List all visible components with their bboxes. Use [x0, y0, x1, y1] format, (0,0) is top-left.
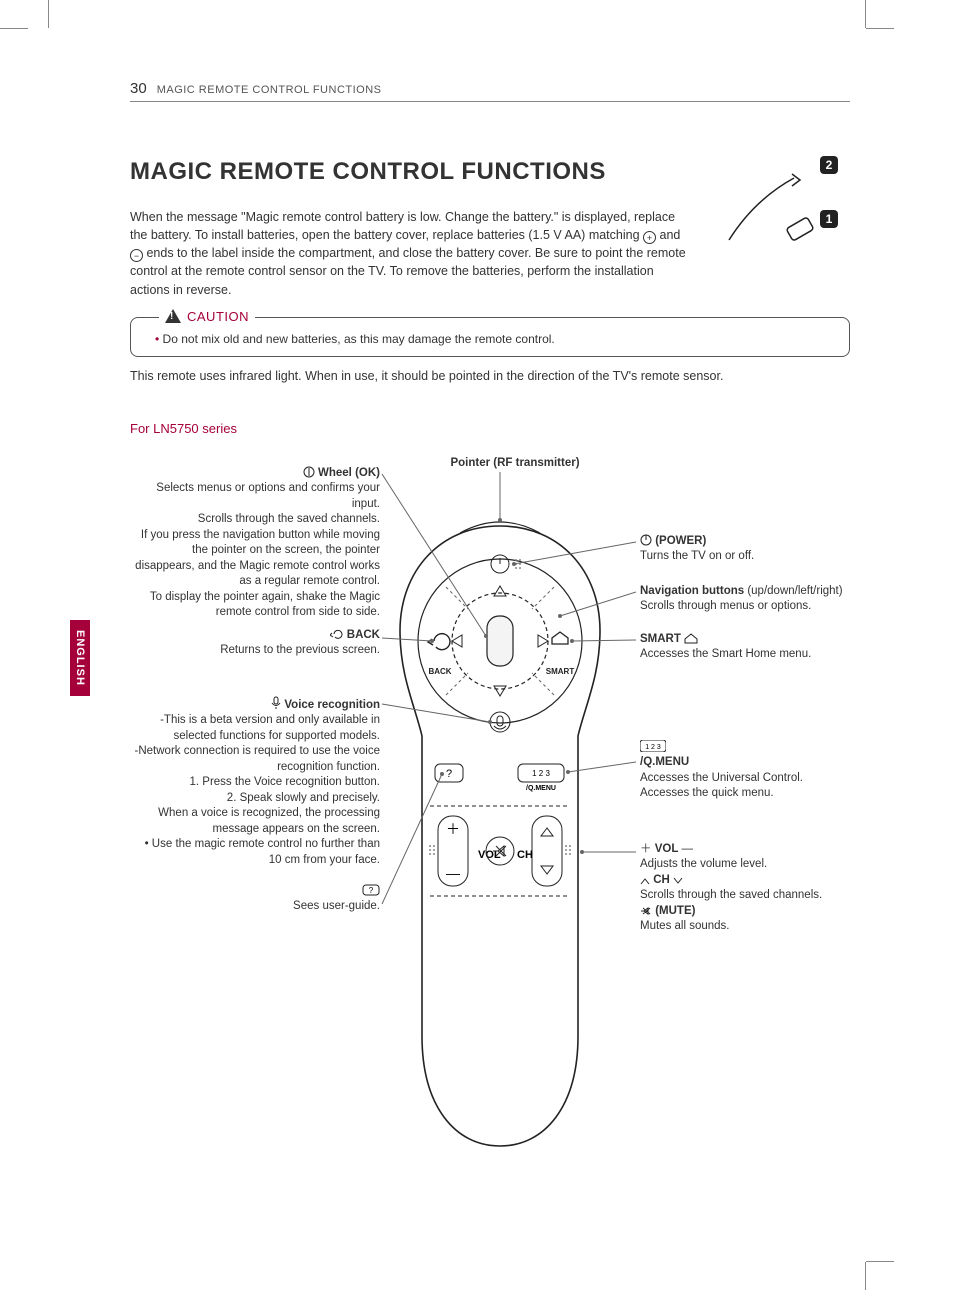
wheel-icon [303, 466, 315, 478]
help-icon: ? [362, 884, 380, 896]
svg-text:1 2 3: 1 2 3 [532, 769, 550, 778]
intro-text: and [656, 228, 680, 242]
intro-text: When the message "Magic remote control b… [130, 210, 675, 242]
callout-pointer: Pointer (RF transmitter) [430, 456, 600, 472]
caution-item: Do not mix old and new batteries, as thi… [155, 332, 835, 346]
intro-text: ends to the label inside the compartment… [130, 246, 686, 296]
callout-body: Returns to the previous screen. [220, 644, 380, 656]
callout-body: -This is a beta version and only availab… [135, 714, 380, 866]
mute-icon [640, 906, 652, 916]
svg-text:CH: CH [517, 849, 533, 861]
svg-text:?: ? [369, 886, 374, 895]
minus-icon: − [130, 249, 143, 262]
page-title: MAGIC REMOTE CONTROL FUNCTIONS [130, 158, 850, 186]
caution-box: CAUTION Do not mix old and new batteries… [130, 317, 850, 357]
num123-icon: 1 2 3 [640, 740, 666, 752]
crop-tick [48, 0, 49, 28]
svg-text:SMART: SMART [546, 667, 575, 676]
warning-triangle-icon [165, 309, 181, 323]
crop-tick [866, 28, 894, 29]
caution-label: CAUTION [187, 309, 249, 324]
callout-body: Accesses the Universal Control. Accesses… [640, 772, 803, 800]
crop-tick [866, 1261, 894, 1262]
callout-title: (POWER) [655, 535, 706, 547]
callout-body: Adjusts the volume level. [640, 858, 767, 870]
crop-tick [865, 0, 866, 28]
remote-outline: BACK SMART ? 1 2 3 /Q.MENU ＋ — VOL CH [390, 476, 610, 1156]
callout-back: BACK Returns to the previous screen. [130, 628, 380, 659]
callout-title: /Q.MENU [640, 756, 689, 768]
header-label: MAGIC REMOTE CONTROL FUNCTIONS [157, 84, 382, 96]
page-number: 30 [130, 80, 147, 97]
svg-text:1 2 3: 1 2 3 [645, 744, 661, 751]
callout-voice: Voice recognition -This is a beta versio… [130, 696, 380, 869]
mic-icon [271, 696, 281, 710]
callout-title: Navigation buttons [640, 585, 744, 597]
callout-volch: ＋ VOL — Adjusts the volume level. CH Scr… [640, 842, 860, 935]
callout-mute-title: (MUTE) [655, 905, 695, 917]
svg-text:?: ? [446, 768, 452, 780]
home-icon [684, 632, 698, 644]
series-label: For LN5750 series [130, 421, 850, 436]
callout-title: BACK [347, 629, 380, 641]
crop-tick [0, 28, 28, 29]
callout-title: Pointer (RF transmitter) [450, 457, 579, 469]
callout-body: Scrolls through menus or options. [640, 600, 811, 612]
intro-paragraph: When the message "Magic remote control b… [130, 208, 690, 299]
chevron-down-icon [673, 877, 683, 885]
callout-title: SMART [640, 633, 681, 645]
plus-icon: + [643, 231, 656, 244]
callout-vol-title: VOL [655, 843, 679, 855]
callout-body: Scrolls through the saved channels. [640, 889, 822, 901]
crop-tick [865, 1262, 866, 1290]
callout-body: Sees user-guide. [293, 900, 380, 912]
callout-title: Voice recognition [284, 699, 380, 711]
callout-body: Accesses the Smart Home menu. [640, 648, 811, 660]
page-content: 30 MAGIC REMOTE CONTROL FUNCTIONS MAGIC … [130, 80, 850, 1196]
callout-body: Mutes all sounds. [640, 920, 730, 932]
svg-text:—: — [446, 865, 460, 881]
callout-title: Wheel (OK) [318, 467, 380, 479]
remote-diagram: BACK SMART ? 1 2 3 /Q.MENU ＋ — VOL CH [130, 456, 850, 1196]
power-icon [640, 534, 652, 546]
caution-legend: CAUTION [159, 309, 255, 324]
callout-wheel: Wheel (OK) Selects menus or options and … [130, 466, 380, 621]
callout-smart: SMART Accesses the Smart Home menu. [640, 632, 860, 663]
svg-text:/Q.MENU: /Q.MENU [526, 785, 556, 792]
running-header: 30 MAGIC REMOTE CONTROL FUNCTIONS [130, 80, 850, 102]
infrared-note: This remote uses infrared light. When in… [130, 369, 850, 383]
callout-body: Selects menus or options and confirms yo… [135, 482, 380, 618]
svg-text:BACK: BACK [428, 667, 451, 676]
callout-qmenu: 1 2 3 /Q.MENU Accesses the Universal Con… [640, 740, 860, 802]
callout-qualifier: (up/down/left/right) [744, 585, 842, 597]
callout-power: (POWER) Turns the TV on or off. [640, 534, 850, 565]
callout-help: ? Sees user-guide. [130, 884, 380, 915]
callout-ch-title: CH [653, 874, 670, 886]
svg-text:＋: ＋ [446, 821, 460, 837]
language-tab: ENGLISH [70, 620, 90, 696]
callout-nav: Navigation buttons (up/down/left/right) … [640, 584, 860, 615]
chevron-up-icon [640, 877, 650, 885]
back-icon [330, 628, 344, 640]
callout-body: Turns the TV on or off. [640, 550, 754, 562]
